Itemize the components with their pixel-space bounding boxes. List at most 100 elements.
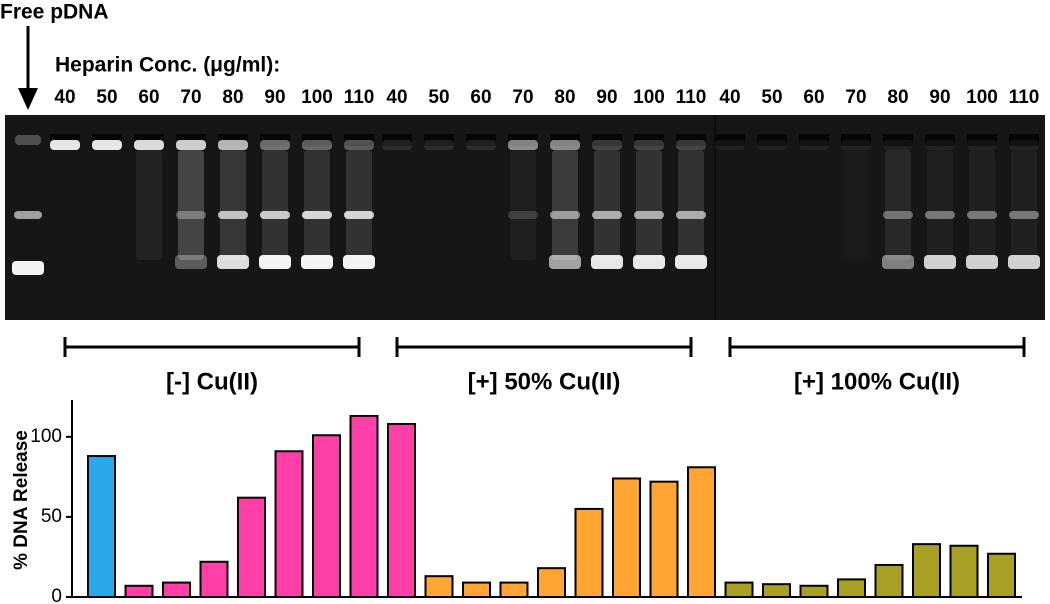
gel-band xyxy=(634,211,664,219)
free-label: Free pDNA xyxy=(0,1,109,24)
bar xyxy=(687,466,716,598)
gel-band xyxy=(176,211,206,219)
gel-band xyxy=(676,140,706,150)
lane-label: 50 xyxy=(96,87,117,108)
gel-band xyxy=(594,150,620,260)
gel-band xyxy=(1009,211,1039,219)
bar xyxy=(612,477,641,598)
lane-label: 100 xyxy=(301,87,333,108)
bar xyxy=(162,581,191,599)
gel-band xyxy=(344,211,374,219)
gel-well xyxy=(841,134,871,146)
gel-band xyxy=(885,150,911,260)
gel-band xyxy=(260,140,290,150)
gel-band xyxy=(967,211,997,219)
lane-label: 110 xyxy=(1009,87,1040,108)
lane-label: 80 xyxy=(887,87,908,108)
arrow-head xyxy=(18,88,38,110)
bar xyxy=(499,581,529,599)
gel-band xyxy=(510,150,536,260)
gel-band xyxy=(176,140,206,150)
gel-band xyxy=(220,150,246,260)
gel-band xyxy=(508,140,538,150)
gel-band xyxy=(136,150,162,260)
gel-band xyxy=(966,255,998,269)
lane-label: 60 xyxy=(470,87,491,108)
gel-well xyxy=(466,134,496,146)
y-tick-label: 100 xyxy=(30,426,62,447)
y-axis-label: % DNA Release xyxy=(11,430,32,570)
y-tick-label: 0 xyxy=(51,586,62,604)
gel-band xyxy=(382,140,412,150)
lane-label: 80 xyxy=(554,87,575,108)
gel-band xyxy=(676,211,706,219)
bar xyxy=(312,434,341,598)
gel-well xyxy=(344,134,374,146)
lane-label: 100 xyxy=(966,87,998,108)
lane-label: 50 xyxy=(428,87,449,108)
bar xyxy=(874,563,904,598)
bar xyxy=(537,567,566,598)
lane-label: 60 xyxy=(138,87,159,108)
gel-band xyxy=(592,211,622,219)
bar xyxy=(574,507,604,599)
gel-band xyxy=(592,140,622,150)
lane-label: 90 xyxy=(264,87,285,108)
gel-band xyxy=(636,150,662,260)
gel-band xyxy=(550,140,580,150)
lane-label: 40 xyxy=(54,87,75,108)
gel-band xyxy=(217,255,249,269)
gel-band xyxy=(424,140,454,150)
gel-band xyxy=(508,211,538,219)
bar xyxy=(124,584,154,599)
gel-band xyxy=(633,255,665,269)
gel-band xyxy=(925,140,955,150)
group-label: [+] 100% Cu(II) xyxy=(794,368,960,395)
gel-band xyxy=(304,150,330,260)
gel-band xyxy=(14,211,42,219)
lane-label: 50 xyxy=(761,87,782,108)
gel-band xyxy=(591,255,623,269)
gel-band xyxy=(1008,255,1040,269)
gel-band xyxy=(925,211,955,219)
bar xyxy=(762,583,791,599)
lane-label: 80 xyxy=(222,87,243,108)
gel-well xyxy=(302,134,332,146)
bar xyxy=(837,578,866,599)
lane-label: 70 xyxy=(512,87,533,108)
gel-band xyxy=(302,140,332,150)
bar xyxy=(274,450,304,599)
heparin-label: Heparin Conc. (μg/ml): xyxy=(55,54,280,77)
lane-label: 110 xyxy=(676,87,707,108)
gel-band xyxy=(218,140,248,150)
lane-label: 90 xyxy=(596,87,617,108)
bar xyxy=(349,415,379,598)
gel-band xyxy=(301,255,333,269)
gel-band xyxy=(883,211,913,219)
group-label: [+] 50% Cu(II) xyxy=(468,368,621,395)
gel-band xyxy=(549,255,581,269)
bar xyxy=(649,480,679,598)
gel-band xyxy=(262,150,288,260)
lane-label: 40 xyxy=(719,87,740,108)
gel-well xyxy=(1009,134,1039,146)
gel-band xyxy=(302,211,332,219)
gel-band xyxy=(1009,140,1039,150)
y-tick-label: 50 xyxy=(41,506,62,527)
gel-band xyxy=(799,140,829,150)
gel-band xyxy=(552,150,578,260)
gel-well xyxy=(799,134,829,146)
gel-well xyxy=(967,134,997,146)
gel-band xyxy=(259,255,291,269)
lane-label: 110 xyxy=(344,87,375,108)
gel-well xyxy=(715,134,745,146)
gel-well xyxy=(634,134,664,146)
bar xyxy=(87,455,116,598)
gel-band xyxy=(882,255,914,269)
bar xyxy=(949,544,979,599)
gel-band xyxy=(15,135,41,145)
bar xyxy=(912,543,941,599)
bar xyxy=(987,552,1016,599)
gel-band xyxy=(344,140,374,150)
gel-well xyxy=(925,134,955,146)
